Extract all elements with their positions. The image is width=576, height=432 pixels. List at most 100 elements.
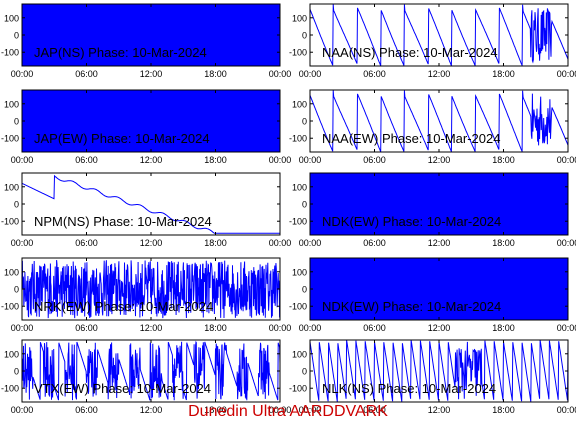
x-tick-label: 00:00 <box>557 69 576 79</box>
y-tick-label: 100 <box>4 182 19 192</box>
x-tick-label: 00:00 <box>299 69 322 79</box>
x-tick-label: 00:00 <box>557 405 576 415</box>
x-tick-label: 00:00 <box>269 155 292 165</box>
x-tick-label: 12:00 <box>428 323 451 333</box>
y-tick-label: 100 <box>4 99 19 109</box>
x-tick-label: 00:00 <box>269 323 292 333</box>
x-tick-label: 00:00 <box>299 405 322 415</box>
trace-fill <box>310 173 568 235</box>
panel-title: JAP(NS) Phase: 10-Mar-2024 <box>34 45 207 60</box>
x-tick-label: 06:00 <box>363 69 386 79</box>
x-tick-label: 12:00 <box>428 238 451 248</box>
y-tick-label: -100 <box>289 217 307 227</box>
phase-trace <box>21 260 281 319</box>
y-tick-label: 100 <box>292 267 307 277</box>
phase-trace <box>309 4 569 67</box>
x-tick-label: 06:00 <box>75 323 98 333</box>
x-tick-label: 12:00 <box>140 155 163 165</box>
x-tick-label: 00:00 <box>299 155 322 165</box>
x-tick-label: 18:00 <box>204 238 227 248</box>
panel-title: NDK(EW) Phase: 10-Mar-2024 <box>322 299 501 314</box>
y-tick-label: 0 <box>14 367 19 377</box>
x-tick-label: 12:00 <box>140 238 163 248</box>
y-tick-label: -100 <box>1 134 19 144</box>
x-tick-label: 18:00 <box>204 323 227 333</box>
panel-title: NAA(NS) Phase: 10-Mar-2024 <box>322 45 498 60</box>
y-tick-label: 0 <box>302 285 307 295</box>
x-tick-label: 18:00 <box>204 69 227 79</box>
y-tick-label: 100 <box>292 349 307 359</box>
y-tick-label: 0 <box>302 117 307 127</box>
panel-title: NDK(EW) Phase: 10-Mar-2024 <box>322 214 501 229</box>
x-tick-label: 06:00 <box>363 238 386 248</box>
y-tick-label: -100 <box>1 217 19 227</box>
x-tick-label: 00:00 <box>11 155 34 165</box>
x-tick-label: 00:00 <box>269 238 292 248</box>
footer-credit: Dunedin Ultra AARDDVARK <box>188 403 388 420</box>
y-tick-label: 0 <box>302 200 307 210</box>
panel-title: NRK(EW) Phase: 10-Mar-2024 <box>34 299 213 314</box>
x-tick-label: 12:00 <box>140 323 163 333</box>
y-tick-label: 0 <box>14 200 19 210</box>
phase-panel-2: 1000-10000:0006:0012:0018:0000:00NAA(NS)… <box>289 3 576 79</box>
y-tick-label: -100 <box>289 134 307 144</box>
x-tick-label: 06:00 <box>75 155 98 165</box>
x-tick-label: 12:00 <box>140 69 163 79</box>
y-tick-label: -100 <box>289 384 307 394</box>
y-tick-label: -100 <box>1 302 19 312</box>
panel-title: VTX(EW) Phase: 10-Mar-2024 <box>34 381 211 396</box>
y-tick-label: 0 <box>14 31 19 41</box>
y-tick-label: 0 <box>302 31 307 41</box>
x-tick-label: 06:00 <box>75 69 98 79</box>
phase-trace <box>21 340 281 401</box>
x-tick-label: 00:00 <box>299 238 322 248</box>
y-tick-label: -100 <box>1 48 19 58</box>
x-tick-label: 06:00 <box>363 405 386 415</box>
y-tick-label: 0 <box>14 285 19 295</box>
y-tick-label: 100 <box>4 349 19 359</box>
x-tick-label: 06:00 <box>363 155 386 165</box>
panel-title: NAA(EW) Phase: 10-Mar-2024 <box>322 131 500 146</box>
x-tick-label: 00:00 <box>11 405 34 415</box>
y-tick-label: 100 <box>292 13 307 23</box>
y-tick-label: 100 <box>292 182 307 192</box>
phase-panel-8: 1000-10000:0006:0012:0018:0000:00NDK(EW)… <box>289 257 576 333</box>
x-tick-label: 18:00 <box>492 69 515 79</box>
panel-title: NPM(NS) Phase: 10-Mar-2024 <box>34 214 212 229</box>
phase-trace <box>309 90 569 153</box>
x-tick-label: 12:00 <box>428 69 451 79</box>
phase-panel-10: 1000-10000:0006:0012:0018:0000:00NLK(NS)… <box>289 339 576 415</box>
x-tick-label: 00:00 <box>11 69 34 79</box>
y-tick-label: 100 <box>4 13 19 23</box>
x-tick-label: 18:00 <box>492 323 515 333</box>
x-tick-label: 00:00 <box>269 69 292 79</box>
x-tick-label: 00:00 <box>557 323 576 333</box>
x-tick-label: 06:00 <box>363 323 386 333</box>
y-tick-label: -100 <box>289 302 307 312</box>
x-tick-label: 12:00 <box>140 405 163 415</box>
x-tick-label: 18:00 <box>204 405 227 415</box>
panel-title: JAP(EW) Phase: 10-Mar-2024 <box>34 131 210 146</box>
trace-fill <box>22 4 280 66</box>
x-tick-label: 00:00 <box>299 323 322 333</box>
y-tick-label: -100 <box>1 384 19 394</box>
x-tick-label: 18:00 <box>492 155 515 165</box>
x-tick-label: 18:00 <box>492 238 515 248</box>
phase-panel-6: 1000-10000:0006:0012:0018:0000:00NDK(EW)… <box>289 172 576 248</box>
x-tick-label: 00:00 <box>269 405 292 415</box>
y-tick-label: -100 <box>289 48 307 58</box>
y-tick-label: 0 <box>14 117 19 127</box>
x-tick-label: 00:00 <box>11 238 34 248</box>
x-tick-label: 00:00 <box>557 155 576 165</box>
phase-panel-4: 1000-10000:0006:0012:0018:0000:00NAA(EW)… <box>289 89 576 165</box>
x-tick-label: 12:00 <box>428 405 451 415</box>
phase-trace <box>21 174 280 234</box>
x-tick-label: 00:00 <box>557 238 576 248</box>
panel-title: NLK(NS) Phase: 10-Mar-2024 <box>322 381 496 396</box>
